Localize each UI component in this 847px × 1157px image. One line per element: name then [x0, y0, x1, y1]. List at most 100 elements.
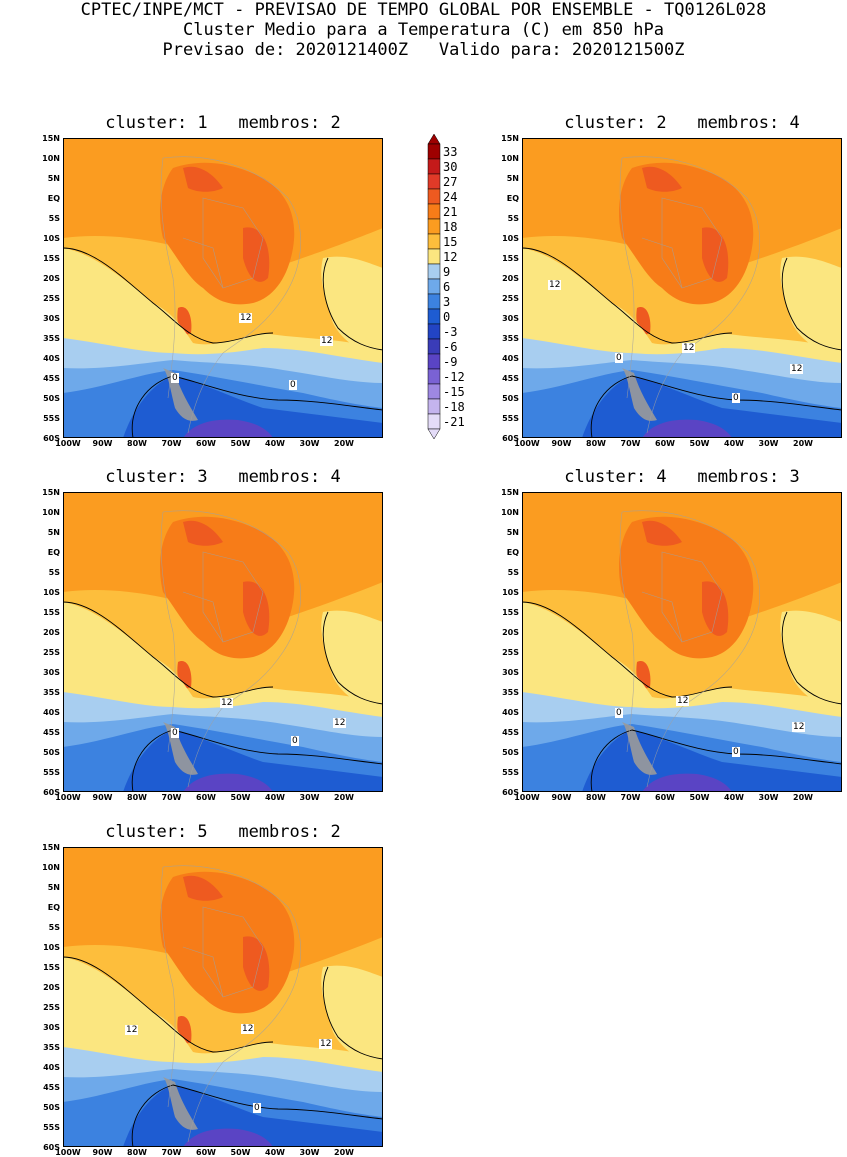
lat-tick-label: 5S: [48, 214, 60, 223]
lon-tick-label: 60W: [196, 793, 216, 802]
lat-tick-label: 60S: [502, 434, 519, 443]
colorbar-swatch: [427, 338, 441, 355]
lat-tick-label: 40S: [502, 708, 519, 717]
colorbar-swatch: [427, 203, 441, 220]
lon-tick-label: 30W: [299, 1148, 320, 1157]
colorbar-swatch: [427, 143, 441, 160]
lon-tick-label: 70W: [161, 793, 182, 802]
colorbar-swatch: [427, 323, 441, 340]
lon-tick-label: 20W: [334, 439, 354, 448]
panel-4-title: cluster: 4 membros: 3: [564, 467, 800, 487]
lon-tick-label: 90W: [92, 439, 113, 448]
colorbar-swatch: [427, 308, 441, 325]
lat-tick-label: 50S: [43, 394, 60, 403]
colorbar-swatch: [427, 218, 441, 235]
lon-tick-label: 60W: [655, 439, 675, 448]
lon-tick-label: 100W: [55, 439, 81, 448]
lat-tick-label: EQ: [47, 548, 60, 557]
lat-tick-label: 50S: [43, 748, 60, 757]
lat-tick-label: 35S: [502, 334, 519, 343]
panel-5-contour-label: 0: [253, 1103, 261, 1113]
panel-5-contour-label: 12: [125, 1025, 139, 1035]
panel-1-map: 12 12 0 0: [63, 138, 383, 438]
colorbar-swatch: [427, 368, 441, 385]
colorbar-label: 18: [443, 219, 458, 234]
panel-4-contour-label: 0: [732, 747, 740, 757]
lat-tick-label: 20S: [502, 628, 519, 637]
lat-tick-label: 20S: [43, 628, 60, 637]
colorbar-swatch: [427, 293, 441, 310]
colorbar-swatch: [427, 353, 441, 370]
lat-tick-label: 15N: [501, 134, 519, 143]
panel-1-contour-label: 0: [289, 380, 297, 390]
lat-tick-label: 40S: [43, 354, 60, 363]
panel-5-map: 12 12 12 0: [63, 847, 383, 1147]
colorbar-swatch: [427, 263, 441, 280]
panel-2-title: cluster: 2 membros: 4: [564, 113, 800, 133]
panel-2-contour-label: 0: [732, 393, 740, 403]
lon-tick-label: 100W: [514, 793, 540, 802]
lat-tick-label: 45S: [43, 374, 60, 383]
colorbar-swatch: [427, 383, 441, 400]
panel-3-contour-label: 0: [171, 728, 179, 738]
lon-tick-label: 90W: [92, 1148, 113, 1157]
lat-tick-label: 40S: [502, 354, 519, 363]
lat-tick-label: 25S: [43, 1003, 60, 1012]
lat-tick-label: 10S: [43, 943, 60, 952]
lon-tick-label: 40W: [724, 439, 744, 448]
lon-tick-label: 20W: [334, 1148, 354, 1157]
lat-tick-label: 25S: [502, 648, 519, 657]
lat-tick-label: 30S: [43, 314, 60, 323]
colorbar-swatch: [427, 233, 441, 250]
colorbar-swatch: [427, 158, 441, 175]
lat-tick-label: 55S: [43, 1123, 60, 1132]
colorbar-swatch: [427, 188, 441, 205]
lat-tick-label: 50S: [502, 394, 519, 403]
lon-tick-label: 80W: [127, 1148, 147, 1157]
lat-tick-label: 5S: [48, 923, 60, 932]
lon-tick-label: 70W: [161, 439, 182, 448]
lat-tick-label: 30S: [43, 1023, 60, 1032]
lon-tick-label: 40W: [265, 439, 285, 448]
lon-tick-label: 50W: [230, 439, 251, 448]
panel-3-contour-label: 12: [220, 698, 234, 708]
lat-tick-label: 60S: [502, 788, 519, 797]
lat-tick-label: 5N: [47, 883, 60, 892]
lat-tick-label: 35S: [43, 334, 60, 343]
lat-tick-label: 10N: [42, 154, 60, 163]
header-line-2: Cluster Medio para a Temperatura (C) em …: [182, 20, 665, 40]
lat-tick-label: 50S: [502, 748, 519, 757]
colorbar-bottom-arrow: [427, 428, 441, 440]
lon-tick-label: 100W: [55, 793, 81, 802]
lon-tick-label: 60W: [196, 1148, 216, 1157]
lat-tick-label: 55S: [502, 414, 519, 423]
lat-tick-label: 20S: [502, 274, 519, 283]
colorbar: 33 30 27 24 21 18 15 12 9 6 3 0 -3 -6 -9 -12 -15 -18 -21: [426, 134, 486, 444]
panel-3-contour-label: 12: [333, 718, 347, 728]
lat-tick-label: 25S: [43, 294, 60, 303]
lat-tick-label: 10N: [501, 508, 519, 517]
colorbar-label: 12: [443, 249, 458, 264]
lat-tick-label: 5N: [47, 174, 60, 183]
colorbar-label: -12: [443, 369, 465, 384]
panel-3-contour-label: 0: [291, 736, 299, 746]
colorbar-label: 0: [443, 309, 451, 324]
lat-tick-label: 35S: [502, 688, 519, 697]
panel-3-map: 12 12 0 0: [63, 492, 383, 792]
lat-tick-label: 10S: [43, 588, 60, 597]
lon-tick-label: 20W: [334, 793, 354, 802]
lat-tick-label: 5N: [506, 174, 519, 183]
lat-tick-label: 5N: [47, 528, 60, 537]
colorbar-label: -21: [443, 414, 465, 429]
lat-tick-label: 35S: [43, 688, 60, 697]
lon-tick-label: 30W: [758, 793, 779, 802]
colorbar-label: 21: [443, 204, 458, 219]
colorbar-label: -6: [443, 339, 458, 354]
lat-tick-label: 35S: [43, 1043, 60, 1052]
lon-tick-label: 40W: [724, 793, 744, 802]
lat-tick-label: 10S: [502, 234, 519, 243]
lat-tick-label: 60S: [43, 1143, 60, 1152]
lat-tick-label: 55S: [43, 414, 60, 423]
lon-tick-label: 80W: [586, 793, 606, 802]
lat-tick-label: 45S: [502, 728, 519, 737]
